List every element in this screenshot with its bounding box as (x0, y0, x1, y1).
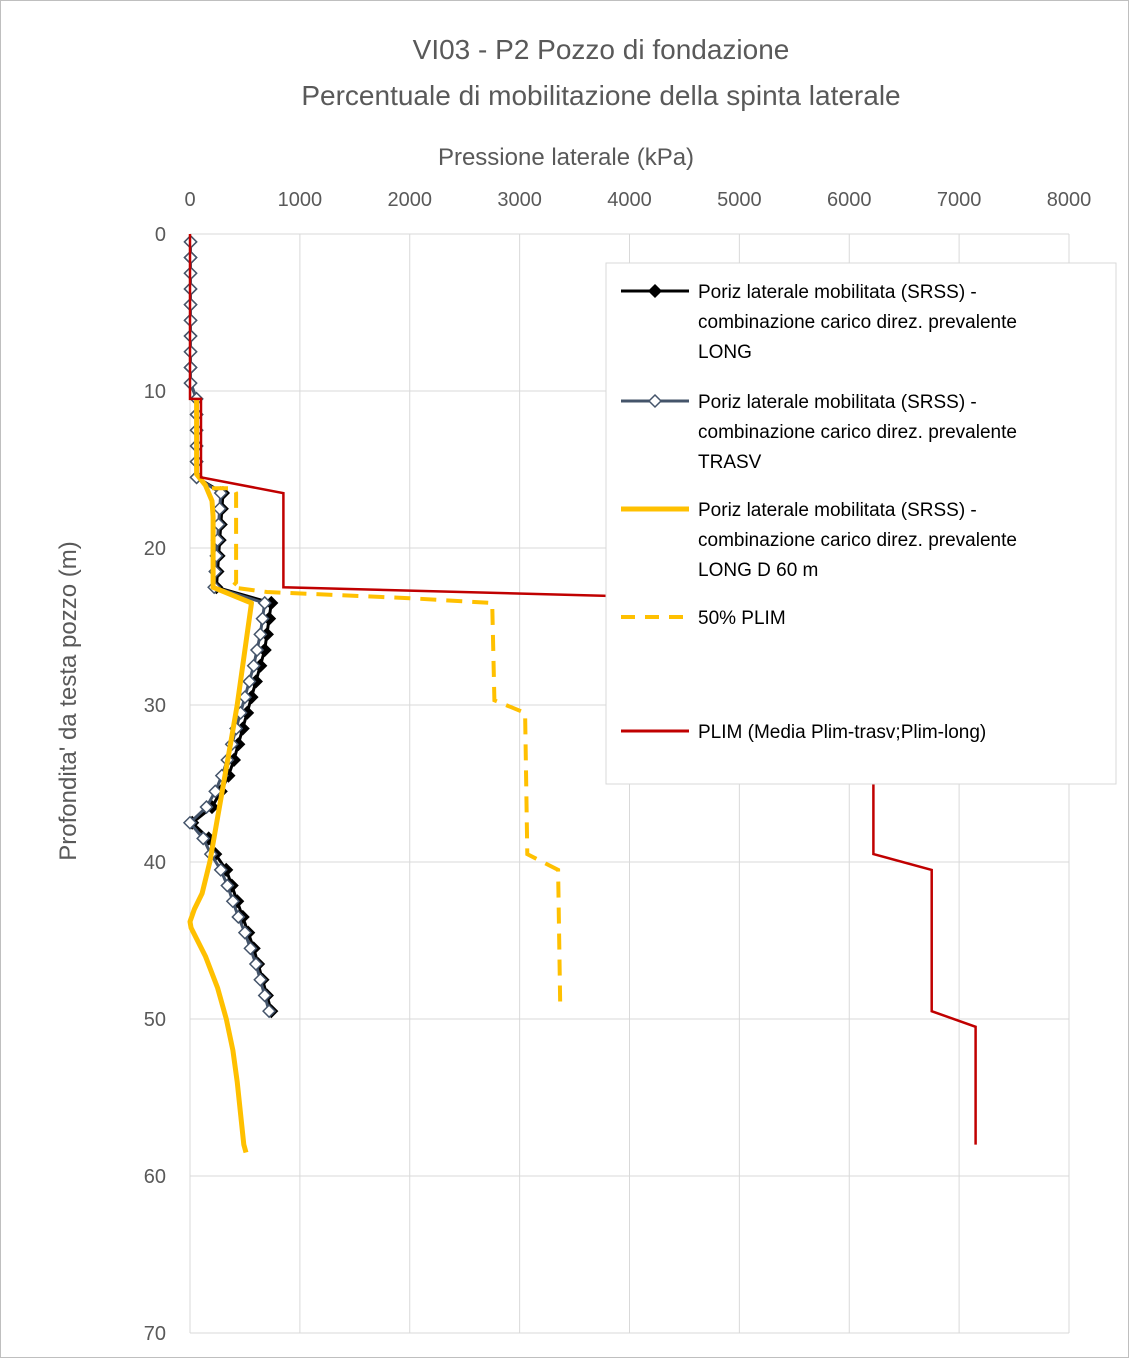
legend-label: combinazione carico direz. prevalente (698, 422, 1017, 443)
y-tick-label: 40 (144, 852, 166, 874)
legend-label: LONG (698, 342, 752, 363)
data-point (212, 501, 227, 516)
legend-entry-2: Poriz laterale mobilitata (SRSS) - combin… (621, 500, 1017, 581)
x-tick-label: 7000 (937, 189, 982, 211)
y-tick-label: 0 (155, 224, 166, 246)
chart-subtitle: Percentuale di mobilitazione della spint… (301, 80, 900, 111)
legend-label: combinazione carico direz. prevalente (698, 530, 1017, 551)
legend-entry-0: Poriz laterale mobilitata (SRSS) - combin… (621, 282, 1017, 363)
y-tick-label: 50 (144, 1009, 166, 1031)
legend-label: 50% PLIM (698, 608, 786, 629)
legend-label: Poriz laterale mobilitata (SRSS) - (698, 392, 977, 413)
data-point (231, 909, 246, 925)
data-point (242, 674, 257, 689)
data-point (255, 611, 270, 626)
data-point (253, 972, 268, 987)
data-point (225, 894, 240, 909)
data-point (257, 988, 272, 1003)
x-tick-label: 2000 (388, 189, 433, 211)
x-tick-label: 1000 (278, 189, 323, 211)
y-tick-label: 30 (144, 695, 166, 717)
legend-label: TRASV (698, 452, 762, 473)
data-point (220, 878, 235, 893)
legend-marker (647, 393, 663, 409)
y-axis-title: Profondita' da testa pozzo (m) (55, 541, 82, 860)
legend-label: Poriz laterale mobilitata (SRSS) - (698, 282, 977, 303)
chart-title: VI03 - P2 Pozzo di fondazione (413, 34, 790, 65)
data-point (208, 784, 223, 799)
x-tick-label: 8000 (1047, 189, 1092, 211)
series-line (212, 486, 563, 1012)
y-tick-label: 10 (144, 381, 166, 403)
legend-box (605, 262, 1117, 785)
data-point (243, 941, 258, 956)
legend-entry-5: PLIM (Media Plim-trasv;Plim-long) (621, 722, 986, 743)
legend: Poriz laterale mobilitata (SRSS) - combin… (605, 262, 1117, 785)
y-tick-label: 70 (144, 1323, 166, 1345)
data-point (213, 862, 228, 877)
x-tick-label: 6000 (827, 189, 872, 211)
y-tick-label: 20 (144, 538, 166, 560)
y-tick-label: 60 (144, 1166, 166, 1188)
legend-entry-1: Poriz laterale mobilitata (SRSS) - combin… (621, 392, 1017, 473)
data-point (196, 831, 211, 846)
data-point (199, 799, 214, 815)
legend-entry-3: 50% PLIM (621, 608, 786, 629)
data-point (182, 815, 198, 830)
data-point (249, 642, 265, 658)
series-line (187, 398, 254, 1154)
x-axis-title: Pressione laterale (kPa) (438, 144, 694, 171)
data-point (248, 956, 263, 972)
data-point (262, 1004, 277, 1019)
data-point (253, 627, 268, 642)
legend-label: LONG D 60 m (698, 560, 818, 581)
x-tick-label: 5000 (717, 189, 762, 211)
legend-label: PLIM (Media Plim-trasv;Plim-long) (698, 722, 986, 743)
series-3 (212, 486, 563, 1012)
legend-label: combinazione carico direz. prevalente (698, 312, 1017, 333)
x-tick-label: 0 (184, 189, 195, 211)
data-point (246, 658, 261, 673)
x-tick-label: 3000 (497, 189, 542, 211)
legend-marker (647, 283, 663, 299)
legend-label: Poriz laterale mobilitata (SRSS) - (698, 500, 977, 521)
x-tick-label: 4000 (607, 189, 652, 211)
data-point (237, 925, 252, 940)
series-2 (187, 398, 254, 1154)
data-point (257, 595, 272, 611)
